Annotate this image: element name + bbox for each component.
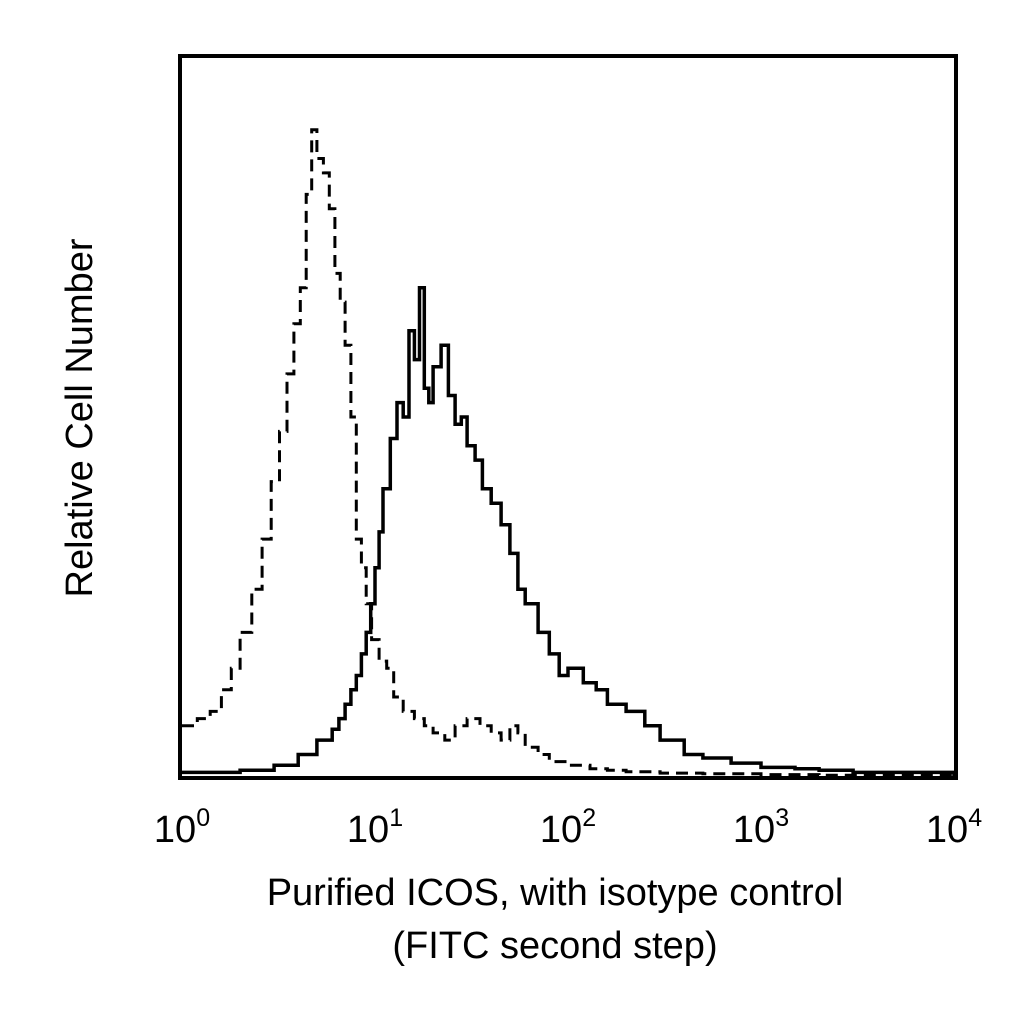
x-tick-label-1: 101 <box>347 804 403 851</box>
plot-frame <box>178 54 958 780</box>
x-tick-label-0: 100 <box>154 804 210 851</box>
series-layer <box>182 128 956 777</box>
x-axis-subtitle: (FITC second step) <box>392 925 717 967</box>
x-tick-label-4: 104 <box>926 804 982 851</box>
x-tick-label-3: 103 <box>733 804 789 851</box>
series-solid-icos-line <box>182 286 956 776</box>
x-tick-label-2: 102 <box>540 804 596 851</box>
x-axis-title: Purified ICOS, with isotype control <box>267 872 844 914</box>
x-tick-labels: 100 101 102 103 104 <box>154 804 982 851</box>
series-dashed-isotype-line <box>182 128 956 777</box>
y-axis-title: Relative Cell Number <box>59 238 101 597</box>
